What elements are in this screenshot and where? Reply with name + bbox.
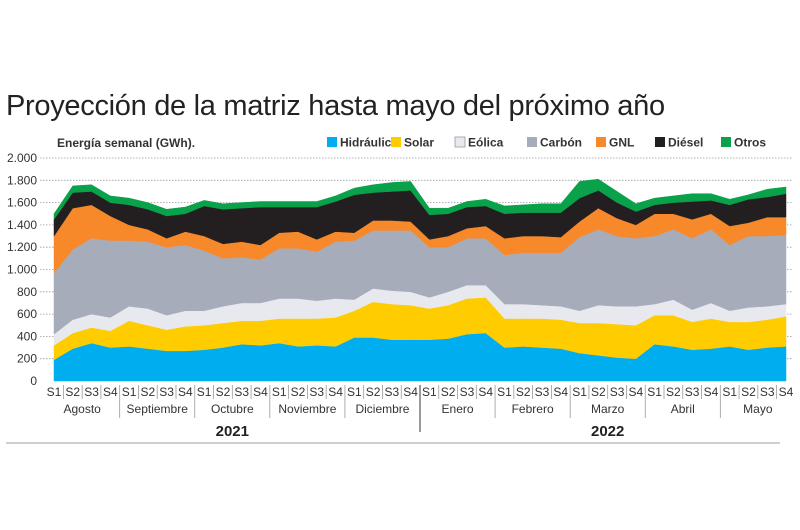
x-week-label: S3 xyxy=(535,385,550,399)
x-week-label: S1 xyxy=(347,385,362,399)
x-month-label: Noviembre xyxy=(278,402,336,416)
legend-swatch xyxy=(527,137,537,147)
bottom-divider xyxy=(6,442,780,444)
legend-item: Eólica xyxy=(454,136,504,150)
x-week-label: S4 xyxy=(253,385,268,399)
x-month-label: Mayo xyxy=(743,402,773,416)
legend-label: Hidráulica xyxy=(340,136,398,150)
x-week-label: S2 xyxy=(741,385,756,399)
legend-label: Carbón xyxy=(540,136,582,150)
x-week-label: S3 xyxy=(385,385,400,399)
area-otros xyxy=(53,178,787,221)
x-week-label: S3 xyxy=(685,385,700,399)
legend-label: Eólica xyxy=(468,136,504,150)
legend: Hidráulica Solar Eólica Carbón GNL Diésel Otro… xyxy=(327,136,766,150)
y-tick-label: 0 xyxy=(30,374,37,388)
x-week-label: S4 xyxy=(629,385,644,399)
x-year-label: 2022 xyxy=(591,423,624,440)
y-tick-label: 400 xyxy=(17,329,37,343)
x-week-label: S4 xyxy=(103,385,118,399)
area-series-group xyxy=(53,178,787,382)
x-week-label: S1 xyxy=(197,385,212,399)
x-week-label: S2 xyxy=(666,385,681,399)
x-week-label: S4 xyxy=(779,385,794,399)
y-tick-label: 1.200 xyxy=(7,240,37,254)
x-week-label: S3 xyxy=(460,385,475,399)
x-axis: S1 S2 S3 S4 S1 S2 S3 S4 S1 S2 S3 S4 S1 S2 S3 S4 S1 S2 S3 S4… xyxy=(47,385,794,440)
legend-item: Carbón xyxy=(527,136,582,150)
legend-label: Otros xyxy=(734,136,766,150)
x-month-label: Febrero xyxy=(512,402,554,416)
x-week-label: S3 xyxy=(760,385,775,399)
x-week-label: S1 xyxy=(497,385,512,399)
x-week-label: S2 xyxy=(65,385,80,399)
x-week-label: S2 xyxy=(216,385,231,399)
y-tick-label: 800 xyxy=(17,285,37,299)
y-axis-label: Energía semanal (GWh). xyxy=(57,136,195,150)
x-week-label: S2 xyxy=(591,385,606,399)
x-week-label: S1 xyxy=(422,385,437,399)
x-month-label: Abril xyxy=(671,402,695,416)
x-week-label: S2 xyxy=(291,385,306,399)
y-tick-label: 1.000 xyxy=(7,263,37,277)
legend-label: GNL xyxy=(609,136,634,150)
x-week-label: S2 xyxy=(441,385,456,399)
x-week-label: S1 xyxy=(722,385,737,399)
x-week-label: S1 xyxy=(47,385,62,399)
x-week-label: S3 xyxy=(610,385,625,399)
x-year-label: 2021 xyxy=(216,423,249,440)
x-week-label: S1 xyxy=(272,385,287,399)
legend-swatch xyxy=(327,137,337,147)
x-week-label: S1 xyxy=(572,385,587,399)
legend-swatch xyxy=(596,137,606,147)
x-month-label: Octubre xyxy=(211,402,254,416)
y-tick-label: 1.400 xyxy=(7,218,37,232)
x-week-label: S1 xyxy=(647,385,662,399)
x-week-label: S4 xyxy=(553,385,568,399)
x-week-label: S4 xyxy=(328,385,343,399)
x-month-label: Diciembre xyxy=(355,402,409,416)
legend-swatch xyxy=(391,137,401,147)
legend-swatch xyxy=(721,137,731,147)
legend-swatch xyxy=(655,137,665,147)
legend-item: Otros xyxy=(721,136,766,150)
x-week-label: S3 xyxy=(159,385,174,399)
x-month-label: Septiembre xyxy=(127,402,189,416)
legend-item: GNL xyxy=(596,136,634,150)
x-week-label: S2 xyxy=(141,385,156,399)
x-week-label: S3 xyxy=(84,385,99,399)
x-month-label: Enero xyxy=(442,402,474,416)
x-month-label: Marzo xyxy=(591,402,625,416)
y-tick-label: 2.000 xyxy=(7,151,37,165)
x-week-label: S2 xyxy=(366,385,381,399)
legend-label: Diésel xyxy=(668,136,703,150)
legend-swatch xyxy=(454,136,466,148)
y-axis-ticks: 0 200 400 600 800 1.000 1.200 1.400 1.600 1.800 2.… xyxy=(7,151,37,388)
chart-title: Proyección de la matriz hasta mayo del p… xyxy=(6,90,665,122)
y-tick-label: 1.600 xyxy=(7,196,37,210)
x-week-label: S4 xyxy=(403,385,418,399)
x-week-label: S1 xyxy=(122,385,137,399)
legend-label: Solar xyxy=(404,136,434,150)
legend-item: Diésel xyxy=(655,136,703,150)
x-week-label: S2 xyxy=(516,385,531,399)
x-month-label: Agosto xyxy=(63,402,101,416)
y-tick-label: 600 xyxy=(17,307,37,321)
x-week-label: S4 xyxy=(178,385,193,399)
legend-item: Hidráulica xyxy=(327,136,398,150)
y-tick-label: 1.800 xyxy=(7,173,37,187)
x-week-label: S3 xyxy=(234,385,249,399)
x-week-label: S4 xyxy=(478,385,493,399)
x-week-label: S3 xyxy=(309,385,324,399)
legend-item: Solar xyxy=(391,136,434,150)
x-week-label: S4 xyxy=(704,385,719,399)
y-tick-label: 200 xyxy=(17,352,37,366)
